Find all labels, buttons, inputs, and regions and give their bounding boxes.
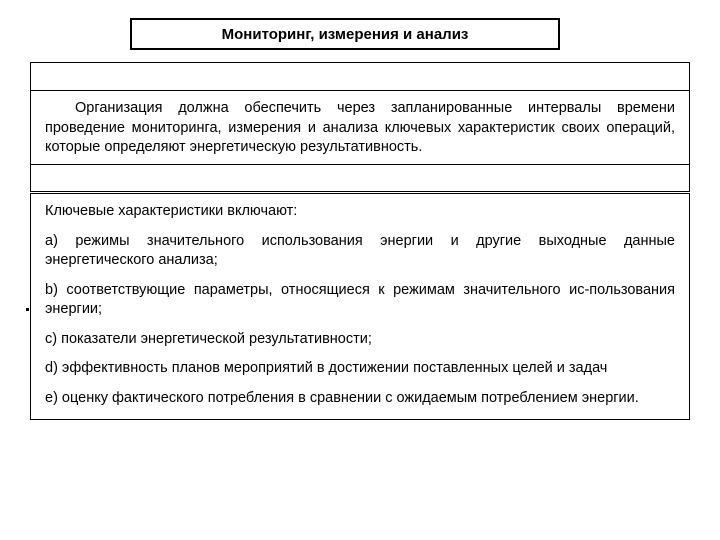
list-heading: Ключевые характеристики включают: bbox=[45, 202, 675, 222]
list-item: a) режимы значительного использования эн… bbox=[45, 232, 675, 271]
list-item: b) соответствующие параметры, относящиес… bbox=[45, 281, 675, 320]
title-text: Мониторинг, измерения и анализ bbox=[222, 26, 469, 43]
bullet-dot bbox=[26, 308, 29, 311]
list-item: e) оценку фактического потребления в сра… bbox=[45, 389, 675, 409]
intro-paragraph: Организация должна обеспечить через запл… bbox=[45, 99, 675, 158]
list-box: Ключевые характеристики включают: a) реж… bbox=[30, 193, 690, 420]
title-box: Мониторинг, измерения и анализ bbox=[130, 18, 560, 50]
list-item: d) эффективность планов мероприятий в до… bbox=[45, 359, 675, 379]
list-item: c) показатели энергетической результатив… bbox=[45, 330, 675, 350]
intro-box: Организация должна обеспечить через запл… bbox=[30, 90, 690, 165]
